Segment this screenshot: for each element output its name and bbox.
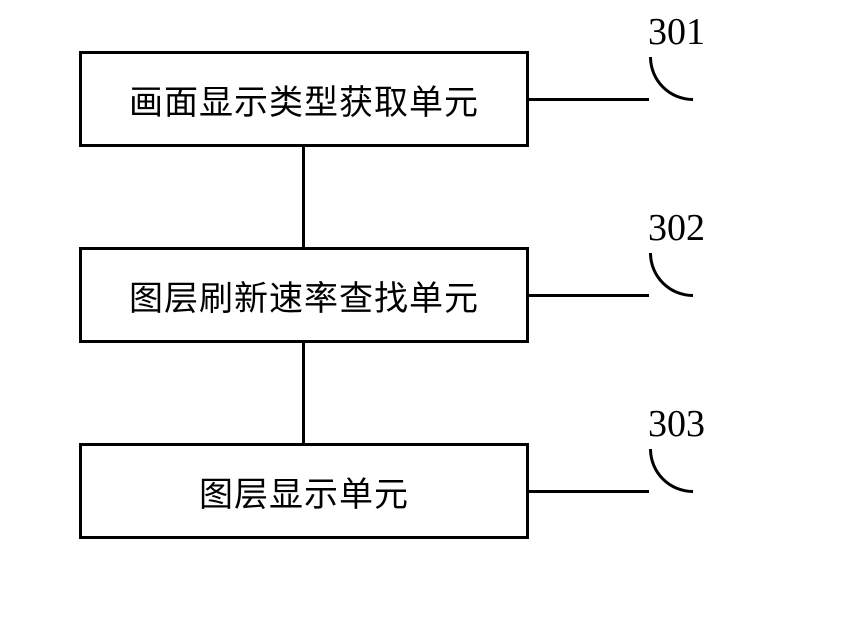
ref-label-303: 303 [648,402,705,446]
ref-label-301: 301 [648,10,705,54]
node-refresh-rate-unit: 图层刷新速率查找单元 [79,247,529,343]
node-label: 画面显示类型获取单元 [129,75,479,124]
leader-line-301 [529,98,649,101]
edge-2-3 [302,343,305,443]
node-label: 图层显示单元 [199,467,409,516]
ref-label-302: 302 [648,206,705,250]
diagram-canvas: 画面显示类型获取单元 图层刷新速率查找单元 图层显示单元 301 302 303 [0,0,859,625]
edge-1-2 [302,147,305,247]
node-label: 图层刷新速率查找单元 [129,271,479,320]
leader-tail-303 [649,449,693,493]
leader-tail-301 [649,57,693,101]
leader-tail-302 [649,253,693,297]
node-display-type-unit: 画面显示类型获取单元 [79,51,529,147]
leader-line-303 [529,490,649,493]
leader-line-302 [529,294,649,297]
node-layer-display-unit: 图层显示单元 [79,443,529,539]
